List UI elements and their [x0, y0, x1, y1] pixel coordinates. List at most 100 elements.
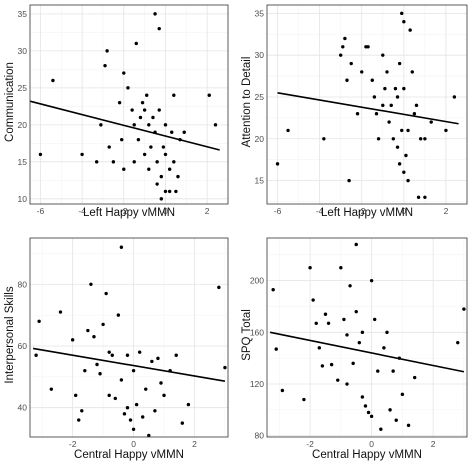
x-tick-label: 0: [163, 206, 168, 216]
data-point: [92, 335, 96, 339]
data-point: [155, 160, 159, 164]
data-point: [223, 365, 227, 370]
plot-panel-bottom-right: -2 0 2 80 120 160 200 Central Happy vMMN SPQ Tot…: [241, 237, 468, 461]
x-tick-label: 0: [401, 206, 406, 216]
x-tick-label: -2: [306, 439, 314, 449]
data-point: [147, 433, 151, 438]
regression-line: [32, 347, 226, 382]
plot-panel-top-left: -6 -4 -2 0 2 10 15 20 25 30 35 Left Happy vMMN Commu…: [4, 4, 229, 219]
data-point: [34, 353, 38, 357]
x-tick-label: -4: [316, 206, 324, 216]
data-point: [122, 71, 126, 75]
y-tick-label: 25: [18, 83, 28, 93]
data-point: [163, 123, 168, 127]
data-point: [132, 123, 136, 127]
data-point: [161, 145, 166, 149]
data-point: [366, 410, 371, 415]
y-tick-label: 120: [250, 379, 264, 389]
data-point: [153, 409, 157, 413]
y-tick-label: 40: [18, 403, 28, 413]
data-point: [119, 378, 124, 382]
data-point: [397, 61, 402, 66]
data-point: [369, 278, 374, 283]
data-point: [381, 53, 385, 57]
data-point: [423, 137, 427, 141]
data-point: [141, 415, 145, 419]
data-point: [412, 375, 417, 380]
data-point: [387, 120, 391, 124]
data-point: [360, 330, 365, 335]
x-axis-title: Central Happy vMMN: [74, 449, 184, 461]
data-point: [172, 93, 176, 97]
data-point: [381, 103, 385, 108]
data-point: [132, 160, 136, 164]
data-point: [326, 321, 331, 325]
data-point: [159, 197, 164, 201]
data-point: [167, 189, 172, 194]
data-point: [147, 123, 151, 127]
data-point: [107, 350, 111, 354]
data-point: [131, 368, 136, 373]
data-point: [144, 387, 148, 391]
data-point: [379, 427, 383, 431]
y-tick-label: 80: [18, 279, 28, 289]
data-point: [286, 128, 290, 133]
x-tick-label: -2: [120, 206, 128, 216]
data-point: [391, 137, 396, 141]
data-point: [86, 328, 90, 333]
data-point: [395, 95, 400, 99]
data-point: [142, 108, 147, 112]
data-point: [162, 393, 166, 398]
data-point: [348, 284, 352, 288]
data-point: [406, 128, 410, 133]
x-tick-label: -2: [69, 439, 77, 449]
data-point: [383, 86, 387, 91]
data-point: [117, 100, 122, 105]
x-tick-label: 0: [131, 439, 136, 449]
data-point: [404, 153, 408, 158]
data-point: [339, 266, 343, 270]
data-point: [174, 353, 178, 357]
data-point: [412, 111, 417, 116]
plot-panel-bottom-left: -2 0 2 40 60 80 Central Happy vMMN Interpersona…: [4, 237, 229, 461]
y-tick-label: 30: [255, 50, 265, 60]
data-point: [101, 322, 105, 327]
data-point: [130, 108, 134, 112]
data-point: [149, 145, 153, 149]
panel-border: [266, 237, 468, 438]
data-point: [400, 11, 404, 16]
data-point: [376, 369, 380, 373]
x-axis-title: Central Happy vMMN: [312, 449, 422, 461]
x-tick-label: -4: [78, 206, 86, 216]
data-point: [159, 381, 163, 385]
data-point: [157, 26, 161, 31]
data-point: [134, 402, 139, 407]
data-point: [157, 108, 161, 112]
data-point: [395, 145, 400, 149]
data-point: [418, 137, 423, 141]
data-point: [302, 397, 306, 402]
data-point: [134, 41, 138, 46]
data-point: [51, 78, 55, 83]
data-point: [172, 160, 176, 164]
data-point: [429, 120, 433, 124]
data-point: [323, 312, 328, 316]
data-point: [406, 178, 410, 183]
data-point: [406, 423, 411, 428]
y-tick-label: 160: [250, 327, 264, 337]
data-point: [370, 78, 374, 82]
data-point: [275, 162, 280, 166]
data-point: [389, 103, 393, 108]
y-axis-title: Interpersonal Skills: [4, 286, 16, 383]
data-point: [151, 115, 155, 120]
x-axis-title: Left Happy vMMN: [321, 207, 413, 219]
data-point: [98, 372, 102, 376]
data-point: [322, 137, 326, 141]
y-axis-title: Attention to Detail: [241, 57, 253, 148]
x-tick-label: 2: [205, 206, 210, 216]
data-point: [180, 421, 185, 425]
data-point: [73, 393, 78, 398]
y-tick-label: 30: [18, 46, 28, 56]
y-tick-label: 200: [250, 276, 264, 286]
